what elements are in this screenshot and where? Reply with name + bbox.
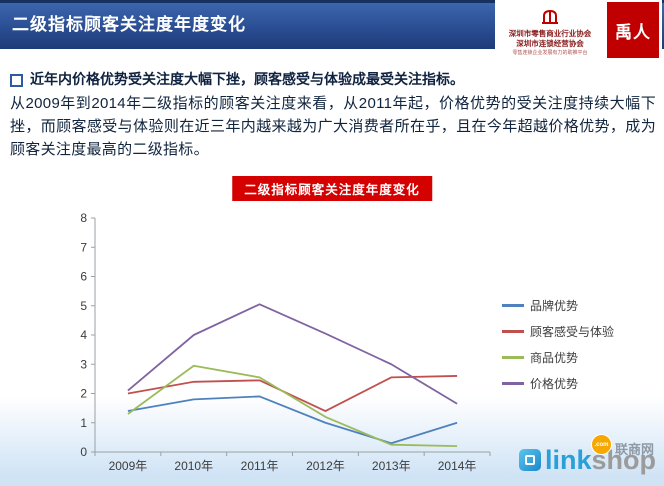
x-axis-tick-label: 2012年: [306, 459, 345, 473]
legend-line-marker: [502, 356, 524, 359]
page-title: 二级指标顾客关注度年度变化: [12, 15, 246, 34]
linkshop-icon: [518, 449, 541, 471]
linkshop-wordmark: linkshop .com 联商网: [544, 434, 656, 475]
linkshop-site-name: 联商网: [614, 442, 654, 457]
x-axis-tick-label: 2011年: [241, 459, 279, 473]
linkshop-logo: linkshop .com 联商网: [518, 434, 656, 475]
x-axis-tick-label: 2014年: [438, 459, 477, 473]
legend-item: 商品优势: [502, 349, 614, 366]
association-tagline: 零售连锁企业发展有力的助推平台: [512, 49, 588, 56]
brand-logo: 禹人: [607, 2, 659, 58]
legend-label: 价格优势: [530, 377, 579, 391]
y-axis-tick-label: 2: [80, 387, 87, 401]
legend-item: 价格优势: [502, 375, 614, 392]
x-axis-tick-label: 2010年: [174, 459, 213, 473]
header-logos: 深圳市零售商业行业协会 深圳市连锁经营协会 零售连锁企业发展有力的助推平台 禹人: [495, 0, 662, 64]
association-logo: 深圳市零售商业行业协会 深圳市连锁经营协会 零售连锁企业发展有力的助推平台: [498, 2, 602, 62]
chart-legend: 品牌优势顾客感受与体验 商品优势价格优势: [502, 297, 614, 401]
y-axis-tick-label: 3: [80, 357, 87, 371]
background-gradient: [0, 396, 664, 486]
y-axis-tick-label: 5: [80, 299, 87, 313]
association-emblem-icon: [541, 8, 559, 29]
series-line-价格优势: [127, 303, 458, 405]
x-axis-tick-label: 2013年: [372, 459, 411, 473]
y-axis-tick-label: 1: [80, 416, 87, 430]
legend-line-marker: [502, 330, 524, 333]
legend-item: 品牌优势: [502, 297, 614, 314]
legend-item: 顾客感受与体验: [502, 323, 614, 340]
y-axis-tick-label: 6: [80, 270, 87, 284]
legend-line-marker: [502, 382, 524, 385]
series-line-顾客感受与体验: [127, 375, 458, 412]
key-point: 近年内价格优势受关注度大幅下挫，顾客感受与体验成最受关注指标。: [10, 70, 656, 88]
chart-title-badge: 二级指标顾客关注度年度变化: [232, 176, 432, 201]
legend-label: 顾客感受与体验: [530, 325, 615, 339]
line-chart: 0 1 2 3 4 5 6 7 8 2009年 2010年 2011年 2012年 2013年 2014年: [80, 211, 491, 473]
legend-line-marker: [502, 304, 524, 307]
y-axis-tick-label: 8: [80, 211, 87, 225]
x-axis-tick-label: 2009年: [109, 459, 148, 473]
series-line-品牌优势: [127, 395, 458, 445]
association-name-2: 深圳市连锁经营协会: [516, 38, 584, 48]
series-line-商品优势: [127, 364, 458, 448]
brand-logo-text: 禹人: [615, 22, 651, 42]
bullet-square-icon: [10, 74, 23, 87]
linkshop-link-text: link: [544, 445, 592, 475]
y-axis-tick-label: 4: [80, 328, 87, 342]
legend-label: 商品优势: [530, 351, 579, 365]
body-paragraph: 从2009年到2014年二级指标的顾客关注度来看，从2011年起，价格优势的受关…: [10, 95, 656, 158]
association-name-1: 深圳市零售商业行业协会: [508, 28, 592, 38]
linkshop-com-badge: .com: [590, 434, 612, 455]
y-axis-tick-label: 0: [80, 445, 87, 459]
key-point-text: 近年内价格优势受关注度大幅下挫，顾客感受与体验成最受关注指标。: [30, 71, 464, 87]
y-axis-tick-label: 7: [80, 240, 87, 254]
legend-label: 品牌优势: [530, 299, 579, 313]
